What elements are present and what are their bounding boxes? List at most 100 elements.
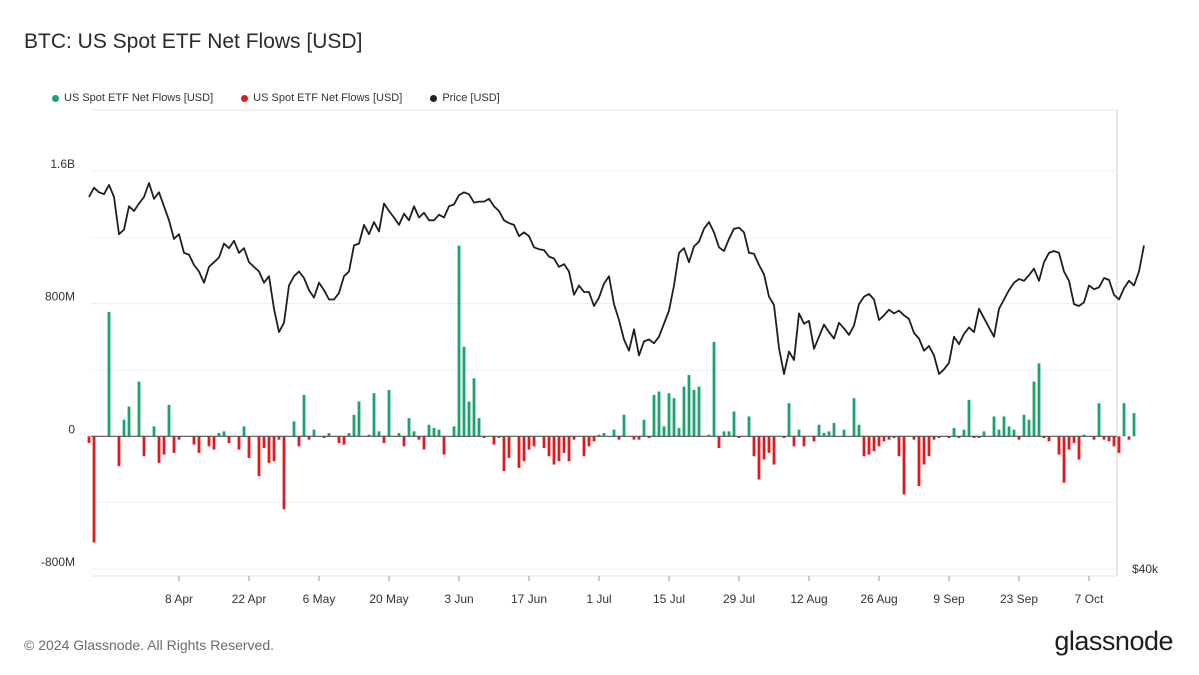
legend-dot-green-icon xyxy=(52,94,59,102)
flow-bar xyxy=(852,398,856,437)
flow-bar xyxy=(532,436,536,447)
y-tick-label: 1.6B xyxy=(50,157,75,171)
flow-bar xyxy=(457,245,461,437)
flow-bar xyxy=(337,436,341,443)
flow-bar xyxy=(782,436,786,438)
x-tick-label: 17 Jun xyxy=(511,592,547,606)
flow-bar xyxy=(772,436,776,465)
flow-bar xyxy=(352,414,356,437)
flow-bar xyxy=(962,429,966,437)
x-tick-label: 20 May xyxy=(369,592,408,606)
flow-bar xyxy=(867,436,871,455)
flow-bar xyxy=(1127,436,1131,440)
flow-bar xyxy=(902,436,906,495)
flow-bar xyxy=(662,426,666,437)
flow-bar xyxy=(1102,436,1106,440)
flow-bar xyxy=(222,431,226,437)
flow-bar xyxy=(712,341,716,437)
x-tick-label: 12 Aug xyxy=(790,592,827,606)
flow-bar xyxy=(442,436,446,455)
flow-bar xyxy=(857,424,861,437)
flow-bar xyxy=(542,436,546,448)
flow-bar xyxy=(812,436,816,442)
flow-bar xyxy=(407,418,411,437)
flow-bar xyxy=(722,431,726,437)
flow-bar xyxy=(747,416,751,437)
flow-bar xyxy=(297,436,301,447)
legend-item-inflows[interactable]: US Spot ETF Net Flows [USD] xyxy=(52,92,213,104)
legend-item-outflows[interactable]: US Spot ETF Net Flows [USD] xyxy=(241,92,402,104)
flow-bar xyxy=(1037,363,1041,437)
flow-bar xyxy=(137,381,141,437)
flow-bar xyxy=(697,386,701,437)
flow-bar xyxy=(922,436,926,465)
flow-bar xyxy=(842,429,846,437)
flow-bar xyxy=(1002,416,1006,437)
flow-bar xyxy=(767,436,771,453)
flow-bar xyxy=(437,429,441,437)
flow-bar xyxy=(952,428,956,437)
x-tick-label: 1 Jul xyxy=(586,592,611,606)
right-axis-label: $40k xyxy=(1132,562,1159,576)
flow-bar xyxy=(387,389,391,437)
x-tick-label: 8 Apr xyxy=(165,592,193,606)
flow-bar xyxy=(647,436,651,438)
flow-bar xyxy=(582,436,586,457)
flow-bar xyxy=(517,436,521,468)
flow-bar xyxy=(217,433,221,437)
flow-bar xyxy=(932,436,936,440)
flow-bar xyxy=(992,416,996,437)
flow-bar xyxy=(172,436,176,453)
flow-bar xyxy=(257,436,261,477)
legend-dot-black-icon xyxy=(430,94,438,102)
x-tick-label: 23 Sep xyxy=(1000,592,1038,606)
flow-bar xyxy=(682,386,686,437)
flow-bar xyxy=(1107,436,1111,442)
flow-bar xyxy=(1017,436,1021,440)
legend-item-price[interactable]: Price [USD] xyxy=(430,92,500,104)
flow-bar xyxy=(737,436,741,438)
flow-bar xyxy=(1007,426,1011,437)
flow-bar xyxy=(1092,436,1096,440)
flow-bar xyxy=(262,436,266,448)
flow-bar xyxy=(277,436,281,440)
price-line xyxy=(88,182,1145,375)
flow-bar xyxy=(142,436,146,457)
flow-bar xyxy=(122,419,126,437)
flow-bar xyxy=(242,426,246,437)
flow-bar xyxy=(717,436,721,448)
flow-bar xyxy=(1132,413,1136,437)
flow-bar xyxy=(192,436,196,445)
flow-bar xyxy=(1067,436,1071,450)
flow-bar xyxy=(1047,436,1051,442)
flow-bar xyxy=(482,436,486,438)
flow-bar xyxy=(732,411,736,437)
flow-bar xyxy=(177,436,181,440)
x-tick-label: 6 May xyxy=(303,592,336,606)
copyright-footer: © 2024 Glassnode. All Rights Reserved. xyxy=(24,637,275,653)
y-tick-label: 0 xyxy=(68,422,75,436)
flow-bar xyxy=(1062,436,1066,483)
flow-bar xyxy=(687,374,691,437)
flow-bar xyxy=(127,406,131,437)
flow-bar xyxy=(302,394,306,437)
flow-bar xyxy=(312,429,316,437)
flow-bar xyxy=(797,429,801,437)
flow-bar xyxy=(322,436,326,438)
flow-bar xyxy=(492,436,496,445)
flow-bar xyxy=(787,403,791,437)
flow-bar xyxy=(912,436,916,440)
flow-bar xyxy=(282,436,286,510)
flow-bar xyxy=(417,436,421,440)
flow-bar xyxy=(237,436,241,450)
x-tick-label: 22 Apr xyxy=(232,592,267,606)
flow-bar xyxy=(877,436,881,447)
flow-bar xyxy=(422,436,426,450)
flow-bar xyxy=(757,436,761,480)
flow-bar xyxy=(197,436,201,453)
flow-bar xyxy=(887,436,891,440)
flow-bar xyxy=(92,436,96,543)
flow-bar xyxy=(1117,436,1121,453)
flow-bar xyxy=(622,414,626,437)
flow-bar xyxy=(862,436,866,457)
